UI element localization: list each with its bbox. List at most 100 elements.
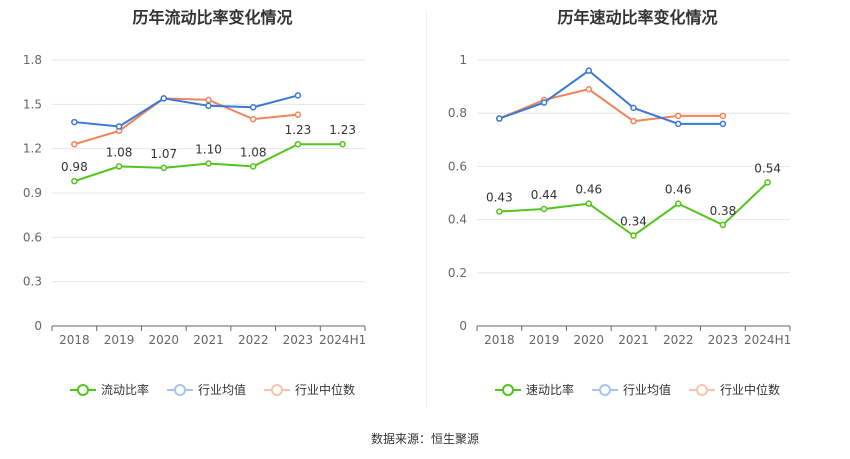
series-line (498, 88, 723, 123)
data-point (585, 67, 593, 74)
legend-marker-icon (689, 383, 715, 396)
x-tick-label: 2020 (149, 333, 180, 347)
x-tick-label: 2018 (484, 333, 515, 347)
data-label: 0.98 (61, 160, 88, 174)
data-point (71, 177, 78, 185)
data-label: 1.10 (195, 142, 222, 156)
y-tick-label: 0.6 (23, 230, 42, 244)
chart-legend: 流动比率 行业均值 行业中位数 (0, 381, 425, 398)
y-tick-label: 1.8 (23, 53, 42, 67)
quick-ratio-chart-panel: 历年速动比率变化情况 0 0.2 0.4 0.6 0.8 1 2018 2019 2020 202… (425, 0, 850, 420)
legend-marker-icon (264, 383, 290, 396)
data-point (764, 179, 771, 186)
x-tick-label: 2023 (708, 333, 739, 347)
data-point (249, 104, 257, 111)
legend-label: 速动比率 (525, 383, 574, 397)
series-line (74, 97, 299, 146)
y-tick-label: 0 (34, 319, 42, 333)
data-label: 1.08 (106, 145, 133, 159)
y-tick-label: 0.6 (448, 159, 467, 173)
data-point (630, 117, 637, 125)
data-point (674, 120, 682, 128)
data-point (674, 200, 682, 207)
data-point (496, 115, 503, 122)
y-tick-label: 0.2 (448, 266, 467, 280)
y-tick-label: 1.5 (23, 97, 42, 111)
legend-label: 流动比率 (100, 383, 149, 397)
series-line (74, 94, 299, 128)
data-point (71, 140, 78, 148)
x-tick-label: 2021 (193, 333, 224, 347)
legend-label: 行业中位数 (295, 383, 356, 397)
data-label: 0.34 (620, 215, 647, 229)
data-label: 0.54 (754, 161, 781, 175)
chart-legend: 速动比率 行业均值 行业中位数 (425, 381, 850, 398)
legend-item[interactable]: 速动比率 (494, 381, 574, 398)
legend-item[interactable]: 行业均值 (591, 381, 671, 398)
data-point (630, 104, 637, 112)
legend-marker-dot (271, 383, 283, 396)
legend-marker-dot (696, 383, 708, 396)
data-point (294, 140, 302, 148)
legend-item[interactable]: 流动比率 (69, 381, 149, 398)
x-tick-label: 2018 (59, 333, 90, 347)
legend-marker-dot (173, 383, 186, 396)
legend-marker-dot (598, 383, 611, 396)
data-label: 1.23 (329, 123, 356, 137)
data-point (719, 120, 727, 128)
legend-marker-icon (591, 383, 618, 396)
legend-marker-icon (494, 383, 521, 396)
x-tick-label: 2019 (104, 333, 135, 347)
x-tick-label: 2020 (574, 333, 605, 347)
data-point (540, 99, 548, 106)
data-label: 1.07 (150, 147, 177, 161)
data-label: 0.38 (710, 204, 737, 218)
x-tick-label: 2024H1 (319, 333, 366, 347)
data-point (294, 92, 302, 99)
legend-item[interactable]: 行业中位数 (689, 381, 780, 398)
chart-title: 历年流动比率变化情况 (132, 8, 293, 27)
x-tick-label: 2024H1 (744, 333, 791, 347)
data-label: 1.23 (285, 123, 312, 137)
legend-label: 行业中位数 (720, 383, 781, 397)
x-tick-label: 2022 (238, 333, 269, 347)
data-point (540, 205, 548, 213)
y-tick-label: 0.8 (448, 106, 467, 120)
data-point (630, 232, 637, 239)
data-point (71, 118, 78, 126)
data-point (719, 221, 727, 229)
y-tick-label: 0.3 (23, 275, 42, 289)
y-tick-label: 0 (459, 319, 467, 333)
data-point (294, 111, 302, 118)
legend-marker-dot (501, 383, 514, 396)
y-tick-label: 0.9 (23, 186, 42, 200)
data-point (496, 208, 503, 215)
data-label: 0.46 (575, 183, 602, 197)
legend-marker-icon (69, 383, 96, 396)
legend-item[interactable]: 行业中位数 (264, 381, 355, 398)
series-line (499, 69, 723, 125)
legend-item[interactable]: 行业均值 (166, 381, 246, 398)
legend-marker-icon (166, 383, 193, 396)
current-ratio-chart: 0 0.3 0.6 0.9 1.2 1.5 1.8 2018 2019 2020 2021 2022 2… (23, 53, 366, 347)
x-tick-label: 2023 (283, 333, 314, 347)
legend-marker-dot (76, 383, 89, 396)
data-point (205, 96, 212, 104)
data-point (115, 163, 123, 170)
data-point (674, 112, 682, 120)
data-point (115, 123, 123, 130)
data-label: 0.44 (531, 188, 558, 202)
legend-label: 行业均值 (197, 383, 246, 397)
data-label: 0.43 (486, 191, 513, 205)
data-label: 0.46 (665, 183, 692, 197)
data-point (160, 164, 168, 172)
data-point (585, 86, 593, 93)
data-point (205, 160, 212, 167)
data-source-note: 数据来源：恒生聚源 (370, 432, 479, 446)
data-label: 1.08 (240, 145, 267, 159)
data-point (249, 115, 257, 123)
data-point (339, 140, 346, 148)
legend-label: 行业均值 (622, 383, 671, 397)
data-point (249, 163, 257, 170)
chart-title: 历年速动比率变化情况 (557, 8, 718, 27)
